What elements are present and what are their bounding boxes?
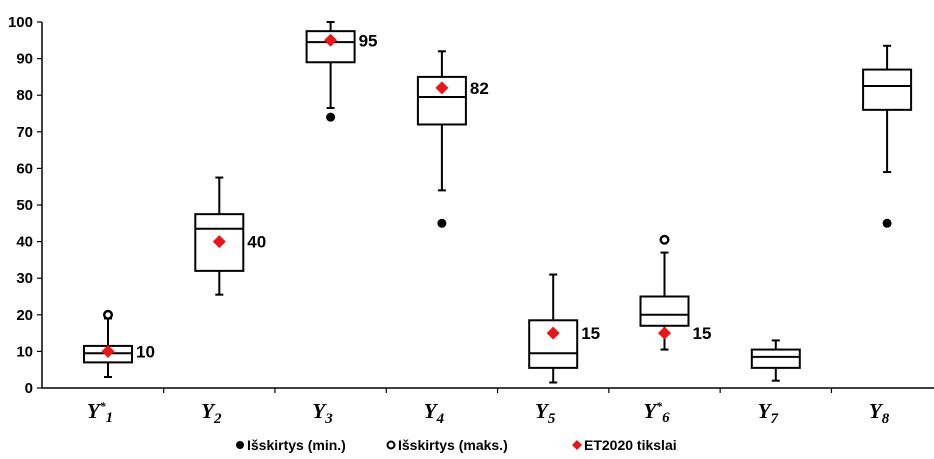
target-diamond xyxy=(324,33,338,47)
y-tick-label: 0 xyxy=(25,380,33,397)
x-category-labels: Y*1 Y2 Y3 Y4 Y5 Y*6 Y7 Y8 xyxy=(87,399,890,427)
outlier-max-point xyxy=(659,234,670,245)
target-diamond xyxy=(435,81,449,95)
y-tick-label: 90 xyxy=(16,51,33,68)
target-value-label: 82 xyxy=(470,79,489,98)
box-group: 10 xyxy=(83,309,155,379)
target-diamond xyxy=(658,326,671,340)
target-value-label: 15 xyxy=(693,324,712,343)
legend-open-circle-icon xyxy=(386,440,396,450)
legend-filled-circle-icon xyxy=(236,441,244,449)
x-category-label: Y3 xyxy=(312,399,333,427)
y-tick-label: 40 xyxy=(16,234,33,251)
y-tick-label: 100 xyxy=(8,14,33,31)
legend-diamond-icon xyxy=(572,440,582,450)
box-group: 95 xyxy=(305,21,378,122)
boxes: 10 40 95 82 15 15 xyxy=(83,21,913,384)
box-group: 15 xyxy=(528,273,600,384)
x-category-label: Y2 xyxy=(201,399,222,427)
legend-label: Išskirtys (maks.) xyxy=(398,437,508,453)
y-tick-label: 20 xyxy=(16,307,33,324)
y-tick-label: 80 xyxy=(16,87,33,104)
target-value-label: 15 xyxy=(581,324,600,343)
y-tick-label: 70 xyxy=(16,124,33,141)
y-tick-label: 30 xyxy=(16,270,33,287)
target-diamond xyxy=(546,326,560,340)
x-category-label: Y7 xyxy=(758,399,779,427)
box-group xyxy=(862,44,913,228)
y-tick-label: 50 xyxy=(16,197,33,214)
legend-label: ET2020 tikslai xyxy=(584,437,677,453)
x-category-label: Y4 xyxy=(424,399,445,427)
outlier-min-point xyxy=(437,218,447,228)
target-value-label: 95 xyxy=(359,31,378,50)
box-group xyxy=(750,339,801,382)
outlier-min-point xyxy=(326,112,336,122)
target-value-label: 10 xyxy=(136,342,155,361)
x-category-label: Y*1 xyxy=(87,399,113,426)
legend-item: Išskirtys (min.) xyxy=(236,437,346,453)
box-group: 15 xyxy=(639,234,712,351)
x-category-label: Y5 xyxy=(535,399,556,427)
legend-item: ET2020 tikslai xyxy=(572,437,677,453)
iqr-box xyxy=(750,348,801,369)
x-category-label: Y8 xyxy=(869,399,890,427)
y-tick-label: 60 xyxy=(16,160,33,177)
legend-item: Išskirtys (maks.) xyxy=(386,437,508,453)
legend: Išskirtys (min.) Išskirtys (maks.) ET2020 … xyxy=(236,437,677,453)
box-group: 82 xyxy=(416,50,489,228)
outlier-min-point xyxy=(882,218,892,228)
iqr-box xyxy=(639,295,690,327)
outlier-max-point xyxy=(102,309,113,320)
y-tick-label: 10 xyxy=(16,343,33,360)
target-diamond xyxy=(101,344,115,358)
target-value-label: 40 xyxy=(247,233,266,252)
axes xyxy=(37,21,934,393)
legend-label: Išskirtys (min.) xyxy=(247,437,346,453)
target-diamond xyxy=(212,235,226,249)
x-category-label: Y*6 xyxy=(643,399,670,426)
y-tick-labels: 0 10 20 30 40 50 60 70 80 90 100 xyxy=(8,14,33,397)
iqr-box xyxy=(862,68,913,111)
box-group: 40 xyxy=(194,176,266,296)
